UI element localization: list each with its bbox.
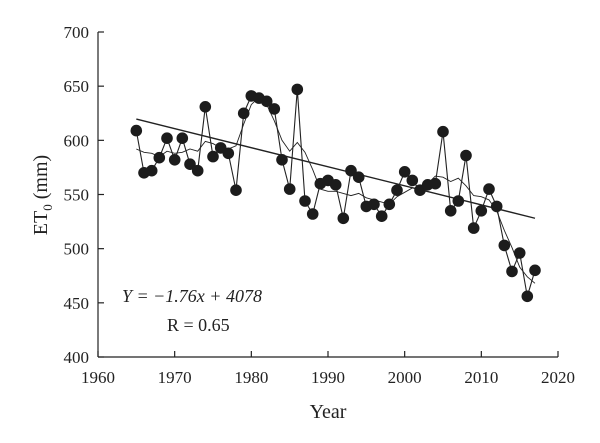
correlation-coefficient: R = 0.65	[167, 315, 230, 335]
data-point	[291, 83, 304, 96]
y-tick-label: 500	[64, 240, 90, 259]
data-point	[521, 290, 534, 303]
data-point	[452, 195, 465, 207]
moving-average-line	[136, 96, 536, 284]
data-point	[444, 205, 457, 217]
data-point	[460, 149, 472, 162]
y-tick-label: 650	[64, 77, 90, 96]
data-point	[268, 103, 281, 115]
data-point	[513, 247, 526, 259]
x-axis-title: Year	[310, 401, 347, 423]
y-axis-title: ET0 (mm)	[30, 155, 55, 235]
data-point	[398, 166, 411, 178]
data-point	[483, 183, 495, 195]
x-tick-label: 1960	[81, 368, 115, 387]
data-point	[260, 95, 273, 108]
regression-equation: Y = −1.76x + 4078	[122, 286, 262, 306]
data-point	[391, 184, 403, 196]
data-point	[145, 164, 158, 177]
data-point	[375, 210, 388, 222]
trend-line	[136, 118, 536, 219]
data-point	[207, 150, 219, 163]
data-point	[368, 198, 380, 211]
data-point	[276, 154, 288, 166]
data-point	[467, 222, 480, 234]
ticks	[97, 31, 559, 358]
x-tick-label: 1970	[158, 368, 192, 387]
data-point	[337, 212, 350, 225]
data-point	[429, 177, 442, 190]
y-tick-label: 400	[64, 348, 90, 367]
y-tick-label: 600	[64, 131, 90, 150]
data-point	[237, 107, 250, 120]
data-point	[383, 198, 396, 211]
data-point	[222, 147, 235, 160]
data-point	[529, 264, 541, 277]
data-point	[199, 101, 212, 113]
data-point	[168, 154, 181, 166]
tick-labels: 400 450 500 550 600 650 700 1960 1970 1980 1990 200…	[64, 23, 576, 387]
data-point	[191, 164, 204, 177]
x-tick-label: 1980	[234, 368, 268, 387]
et0-series-line	[135, 89, 536, 297]
y-tick-label: 550	[64, 186, 90, 205]
data-point	[176, 132, 189, 144]
x-tick-label: 1990	[311, 368, 345, 387]
data-point	[306, 208, 319, 220]
x-tick-label: 2010	[464, 368, 498, 387]
data-point	[161, 132, 173, 144]
data-point	[283, 183, 296, 195]
data-point	[475, 205, 488, 217]
data-point	[329, 179, 342, 191]
data-point	[437, 125, 449, 138]
data-point	[498, 239, 511, 252]
data-point	[490, 200, 503, 213]
data-point	[352, 171, 365, 183]
y-tick-label: 450	[64, 294, 90, 313]
x-tick-label: 2020	[541, 368, 575, 387]
data-point	[130, 124, 143, 137]
data-point	[230, 184, 242, 196]
data-point	[406, 174, 419, 187]
data-point	[184, 158, 196, 170]
y-tick-label: 700	[64, 23, 90, 42]
data-point	[506, 265, 518, 278]
data-point	[345, 164, 357, 177]
x-tick-label: 2000	[388, 368, 422, 387]
data-point	[299, 195, 311, 207]
data-points	[130, 83, 541, 303]
data-point	[153, 151, 166, 164]
